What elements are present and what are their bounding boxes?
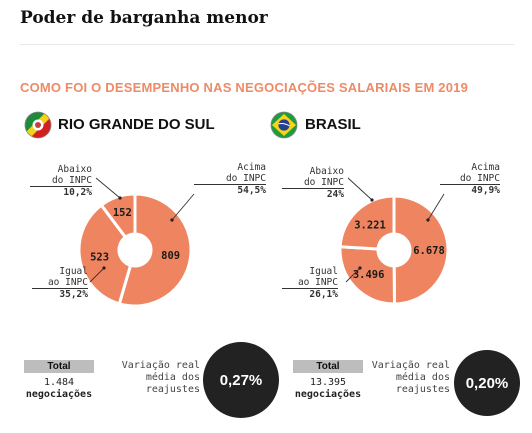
variation-label-rs-line2: média dos [145, 372, 200, 383]
region-title-br: BRASIL [305, 116, 361, 133]
leader-line-igual-br [345, 267, 361, 283]
value-label-acima-br: 6.678 [413, 245, 445, 257]
slice-abaixo-br [338, 194, 396, 251]
label-abaixo-rs: Abaixo do INPC 10,2% [30, 164, 92, 198]
chart-subtitle: COMO FOI O DESEMPENHO NAS NEGOCIAÇÕES SA… [20, 80, 469, 95]
pie-chart-br: 6.678 3.496 3.221 [338, 177, 450, 306]
value-label-abaixo-rs: 152 [113, 207, 132, 219]
value-label-igual-rs: 523 [90, 251, 109, 263]
leader-line-igual-rs [89, 267, 105, 283]
value-label-acima-rs: 809 [161, 250, 180, 262]
variation-label-br-line3: reajustes [395, 384, 450, 395]
percent-acima-rs: 54,5% [237, 185, 266, 196]
label-igual-br-line2: ao INPC [282, 277, 338, 289]
total-unit-rs: negociações [25, 389, 93, 400]
slice-abaixo-rs [99, 192, 137, 240]
variation-label-rs-line1: Variação real [121, 360, 200, 371]
brazil-flag-icon [270, 111, 298, 139]
label-igual-rs: Igual ao INPC 35,2% [32, 266, 88, 300]
percent-igual-br: 26,1% [309, 289, 338, 300]
leader-dot-acima-rs [170, 218, 174, 222]
rio-grande-do-sul-flag-icon [24, 111, 52, 139]
label-igual-br: Igual ao INPC 26,1% [282, 266, 338, 300]
leader-line-acima-rs [171, 193, 195, 221]
total-badge-rs: Total [24, 360, 94, 373]
label-acima-rs-line1: Acima [237, 162, 266, 173]
value-label-igual-br: 3.496 [353, 269, 385, 281]
variation-badge-rs: 0,27% [203, 342, 279, 418]
label-acima-rs: Acima do INPC 54,5% [194, 162, 266, 196]
leader-dot-igual-rs [102, 266, 106, 270]
leader-line-abaixo-rs [95, 177, 121, 199]
total-badge-br: Total [293, 360, 363, 373]
variation-label-rs-line3: reajustes [145, 384, 200, 395]
leader-dot-igual-br [358, 266, 362, 270]
label-acima-br-line1: Acima [471, 162, 500, 173]
label-acima-rs-line2: do INPC [194, 173, 266, 185]
label-abaixo-br-line1: Abaixo [309, 166, 344, 177]
label-abaixo-rs-line1: Abaixo [57, 164, 92, 175]
variation-label-br: Variação real média dos reajustes [370, 360, 450, 396]
region-title-rs: RIO GRANDE DO SUL [58, 116, 215, 133]
total-number-br: 13.395 [309, 377, 347, 388]
leader-line-abaixo-br [347, 177, 373, 201]
total-number-rs: 1.484 [43, 377, 75, 388]
total-value-rs: 1.484 negociações [14, 377, 104, 401]
slice-acima-br [392, 194, 450, 306]
leader-line-acima-br [427, 193, 445, 221]
label-acima-br: Acima do INPC 49,9% [440, 162, 500, 196]
leader-dot-abaixo-rs [118, 196, 122, 200]
label-igual-br-line1: Igual [309, 266, 338, 277]
variation-label-br-line2: média dos [395, 372, 450, 383]
variation-badge-br: 0,20% [454, 350, 520, 416]
leader-dot-acima-br [426, 218, 430, 222]
total-unit-br: negociações [294, 389, 362, 400]
label-abaixo-br: Abaixo do INPC 24% [282, 166, 344, 200]
pie-chart-rs: 809 523 152 [77, 177, 195, 308]
variation-label-br-line1: Variação real [371, 360, 450, 371]
label-acima-br-line2: do INPC [440, 173, 500, 185]
slice-acima-rs [117, 192, 193, 308]
percent-igual-rs: 35,2% [59, 289, 88, 300]
variation-label-rs: Variação real média dos reajustes [120, 360, 200, 396]
label-igual-rs-line1: Igual [59, 266, 88, 277]
percent-abaixo-br: 24% [326, 189, 344, 200]
label-abaixo-rs-line2: do INPC [30, 175, 92, 187]
label-abaixo-br-line2: do INPC [282, 177, 344, 189]
divider [20, 44, 514, 45]
leader-dot-abaixo-br [370, 198, 374, 202]
total-value-br: 13.395 negociações [283, 377, 373, 401]
percent-acima-br: 49,9% [471, 185, 500, 196]
percent-abaixo-rs: 10,2% [63, 187, 92, 198]
slice-igual-br [338, 245, 397, 306]
value-label-abaixo-br: 3.221 [354, 220, 386, 232]
label-igual-rs-line2: ao INPC [32, 277, 88, 289]
slice-igual-rs [77, 203, 133, 306]
page-title: Poder de barganha menor [20, 8, 268, 28]
